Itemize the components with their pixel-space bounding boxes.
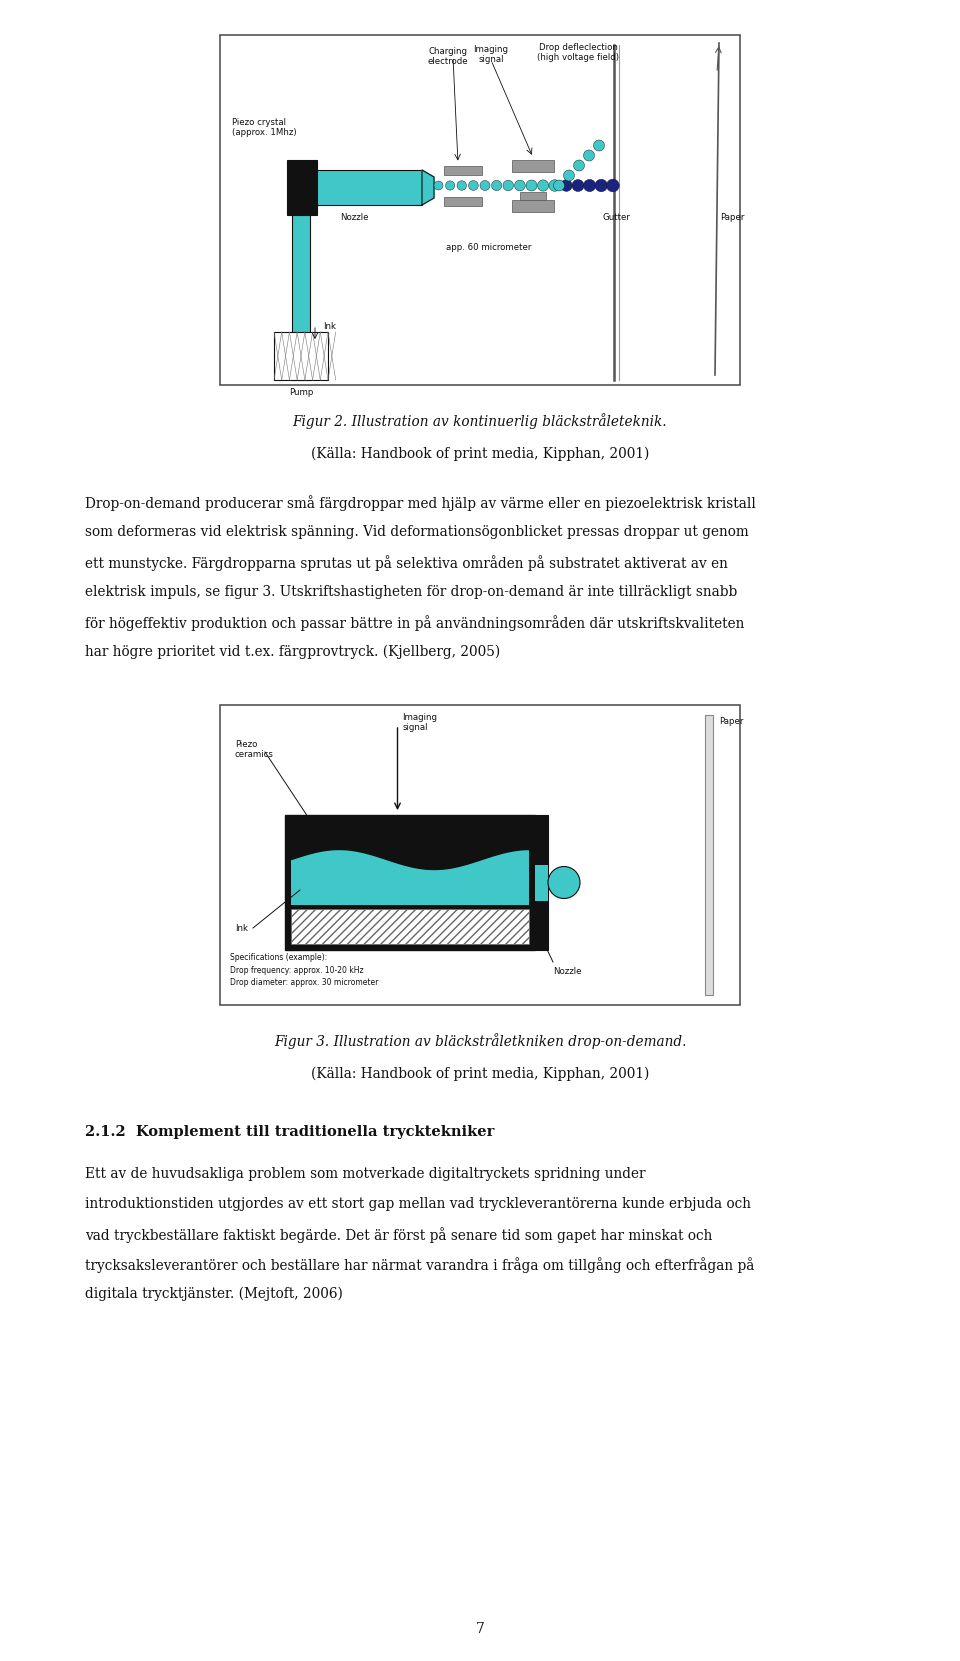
Text: Drop-on-demand producerar små färgdroppar med hjälp av värme eller en piezoelekt: Drop-on-demand producerar små färgdroppa… [85,495,756,512]
Text: Drop defleclection
(high voltage field): Drop defleclection (high voltage field) [537,43,619,63]
Text: Pump: Pump [289,389,313,397]
Text: (Källa: Handbook of print media, Kipphan, 2001): (Källa: Handbook of print media, Kipphan… [311,1066,649,1081]
Circle shape [538,179,549,191]
Circle shape [554,179,564,191]
Text: Gutter: Gutter [602,213,630,223]
Text: Piezo crystal
(approx. 1Mhz): Piezo crystal (approx. 1Mhz) [232,118,297,138]
Text: (Källa: Handbook of print media, Kipphan, 2001): (Källa: Handbook of print media, Kipphan… [311,447,649,462]
Circle shape [526,179,537,191]
Circle shape [584,179,596,191]
Circle shape [607,179,619,193]
Text: Ink: Ink [235,924,248,933]
Bar [291,909,529,943]
Text: Piezo
ceramics: Piezo ceramics [235,741,274,759]
Text: för högeffektiv produktion och passar bättre in på användningsområden där utskri: för högeffektiv produktion och passar bä… [85,615,744,631]
Text: har högre prioritet vid t.ex. färgprovtryck. (Kjellberg, 2005): har högre prioritet vid t.ex. färgprovtr… [85,644,500,659]
Circle shape [468,181,478,191]
Bar [274,332,328,380]
Text: trycksaksleverantörer och beställare har närmat varandra i fråga om tillgång och: trycksaksleverantörer och beställare har… [85,1257,755,1272]
Circle shape [572,179,584,191]
Circle shape [573,159,585,171]
Circle shape [548,867,580,899]
Circle shape [564,169,574,181]
Bar [512,159,554,171]
Text: Figur 3. Illustration av bläckstråletkniken drop-on-demand.: Figur 3. Illustration av bläckstråletkni… [274,1033,686,1048]
Text: Nozzle: Nozzle [553,967,582,977]
Bar [444,166,482,174]
Circle shape [503,181,514,191]
Bar [220,704,740,1005]
Text: Specifications (example):
Drop frequency: approx. 10-20 kHz
Drop diameter: appro: Specifications (example): Drop frequency… [230,953,378,987]
Bar [291,847,529,905]
Circle shape [515,179,525,191]
Bar [317,169,422,204]
Bar [520,191,546,199]
Text: 2.1.2  Komplement till traditionella trycktekniker: 2.1.2 Komplement till traditionella tryc… [85,1124,494,1139]
Circle shape [445,181,455,189]
Text: Ett av de huvudsakliga problem som motverkade digitaltryckets spridning under: Ett av de huvudsakliga problem som motve… [85,1168,645,1181]
Text: app. 60 micrometer: app. 60 micrometer [446,243,532,252]
Text: introduktionstiden utgjordes av ett stort gap mellan vad tryckleverantörerna kun: introduktionstiden utgjordes av ett stor… [85,1198,751,1211]
Text: Nozzle: Nozzle [340,213,369,223]
Circle shape [561,179,572,191]
Text: Ink: Ink [323,322,336,331]
Circle shape [434,181,443,189]
Bar [285,816,535,950]
Bar [287,159,317,214]
Circle shape [480,181,490,191]
Circle shape [457,181,467,191]
Circle shape [492,181,502,191]
Bar [220,35,740,385]
Text: Imaging
signal: Imaging signal [473,45,509,65]
Bar [512,199,554,211]
Text: elektrisk impuls, se figur 3. Utskriftshastigheten för drop-on-demand är inte ti: elektrisk impuls, se figur 3. Utskriftsh… [85,585,737,600]
Bar [705,714,713,995]
Text: 7: 7 [475,1623,485,1636]
Bar [444,196,482,206]
Text: Charging
electrode: Charging electrode [428,47,468,66]
Bar [535,864,548,900]
Text: ett munstycke. Färgdropparna sprutas ut på selektiva områden på substratet aktiv: ett munstycke. Färgdropparna sprutas ut … [85,555,728,571]
Circle shape [593,140,605,151]
Text: som deformeras vid elektrisk spänning. Vid deformationsögonblicket pressas dropp: som deformeras vid elektrisk spänning. V… [85,525,749,540]
Polygon shape [422,169,434,204]
Bar [292,179,310,380]
Text: Paper: Paper [719,718,743,726]
Circle shape [595,179,608,191]
Text: Figur 2. Illustration av kontinuerlig bläckstråleteknik.: Figur 2. Illustration av kontinuerlig bl… [293,414,667,429]
Circle shape [584,149,594,161]
Text: digitala trycktjänster. (Mejtoft, 2006): digitala trycktjänster. (Mejtoft, 2006) [85,1287,343,1301]
Bar [535,816,548,950]
Text: Imaging
signal: Imaging signal [402,713,438,733]
Text: vad tryckbeställare faktiskt begärde. Det är först på senare tid som gapet har m: vad tryckbeställare faktiskt begärde. De… [85,1227,712,1242]
Circle shape [549,179,561,191]
Text: Paper: Paper [720,213,744,223]
